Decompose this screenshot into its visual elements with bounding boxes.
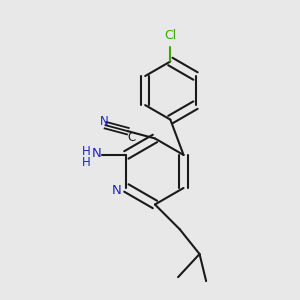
Text: H: H	[82, 156, 91, 169]
Text: Cl: Cl	[164, 29, 176, 42]
Text: N: N	[100, 116, 108, 128]
Text: N: N	[92, 147, 101, 160]
Text: H: H	[82, 145, 91, 158]
Text: C: C	[127, 130, 135, 144]
Text: N: N	[112, 184, 122, 197]
